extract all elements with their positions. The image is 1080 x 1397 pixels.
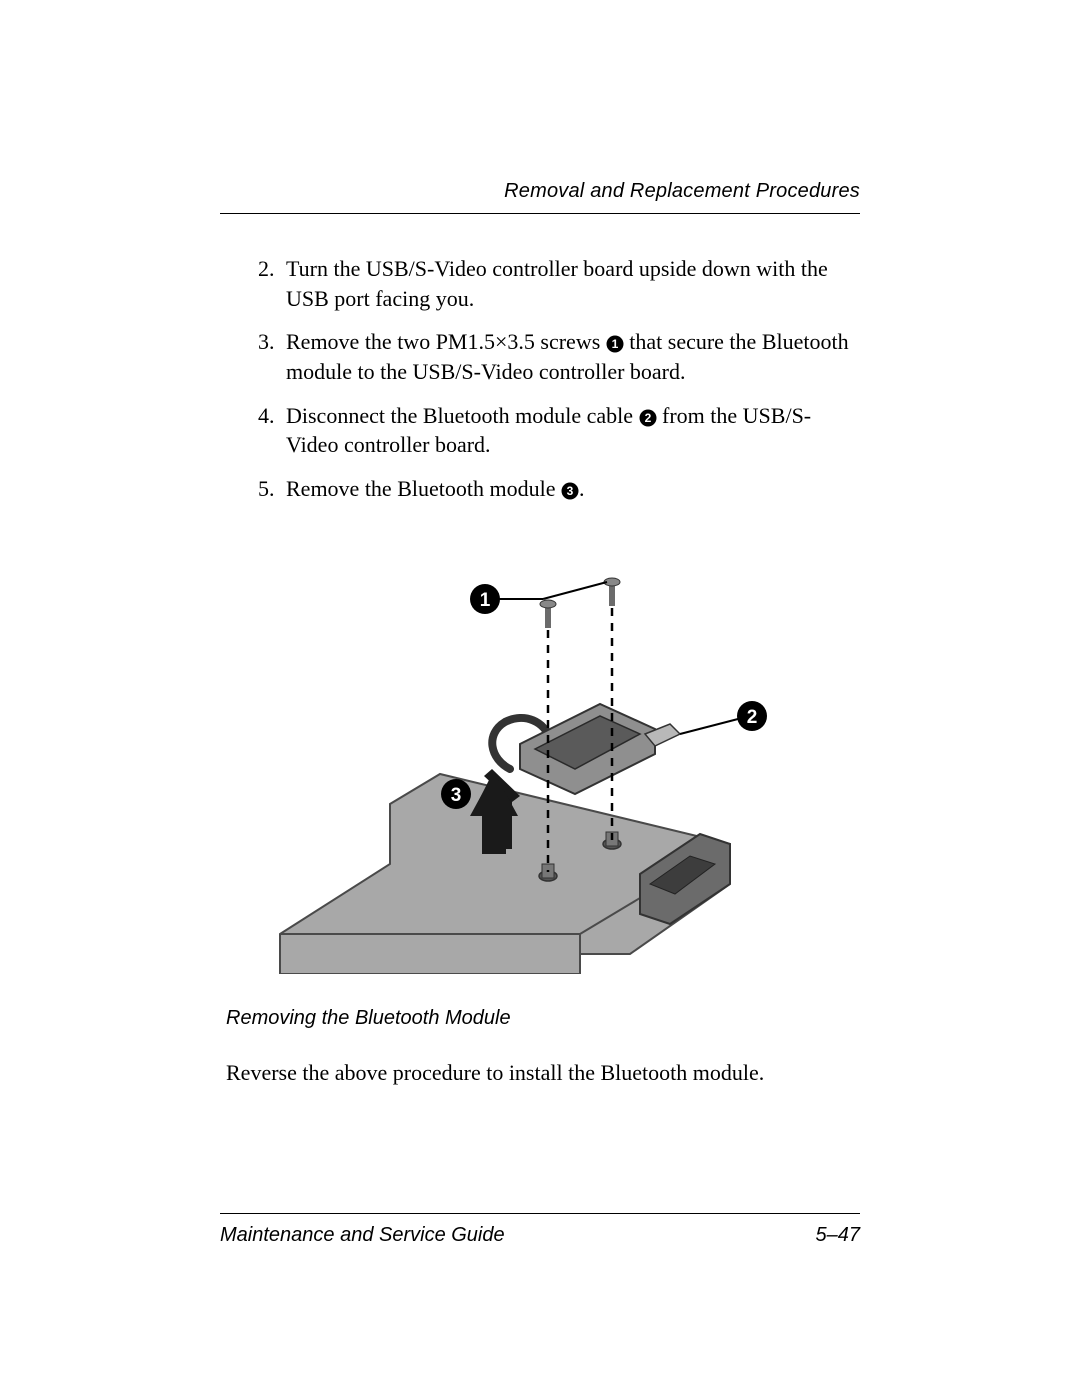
callout-1: 1 <box>470 582 607 614</box>
bluetooth-module <box>492 704 680 794</box>
svg-text:1: 1 <box>611 337 618 351</box>
diagram-svg: 1 2 3 <box>260 544 820 974</box>
step-list: Turn the USB/S-Video controller board up… <box>220 254 860 504</box>
figure: 1 2 3 Removing the Bluetooth Module <box>220 544 860 1030</box>
callout-2: 2 <box>680 701 767 734</box>
svg-text:2: 2 <box>747 707 758 728</box>
svg-text:3: 3 <box>451 785 462 806</box>
step-text-after: . <box>579 476 585 501</box>
step-text-before: Disconnect the Bluetooth module cable <box>286 403 639 428</box>
step-item: Disconnect the Bluetooth module cable 2 … <box>280 401 850 460</box>
svg-text:3: 3 <box>567 484 574 498</box>
callout-icon-2: 2 <box>639 409 657 427</box>
footer-right: 5–47 <box>816 1224 861 1247</box>
step-item: Remove the two PM1.5×3.5 screws 1 that s… <box>280 327 850 386</box>
step-item: Turn the USB/S-Video controller board up… <box>280 254 850 313</box>
svg-text:2: 2 <box>644 411 651 425</box>
screws <box>540 578 620 628</box>
closing-text: Reverse the above procedure to install t… <box>226 1060 860 1086</box>
callout-icon-1: 1 <box>606 335 624 353</box>
step-text: Turn the USB/S-Video controller board up… <box>286 256 828 311</box>
svg-text:1: 1 <box>480 590 491 611</box>
page-footer: Maintenance and Service Guide 5–47 <box>220 1213 860 1247</box>
callout-icon-3: 3 <box>561 482 579 500</box>
footer-left: Maintenance and Service Guide <box>220 1224 505 1247</box>
section-header: Removal and Replacement Procedures <box>220 180 860 214</box>
callout-3: 3 <box>441 779 471 809</box>
step-text-before: Remove the two PM1.5×3.5 screws <box>286 329 606 354</box>
page: Removal and Replacement Procedures Turn … <box>0 0 1080 1397</box>
step-text-before: Remove the Bluetooth module <box>286 476 561 501</box>
figure-caption: Removing the Bluetooth Module <box>226 1007 860 1030</box>
step-item: Remove the Bluetooth module 3. <box>280 474 850 504</box>
